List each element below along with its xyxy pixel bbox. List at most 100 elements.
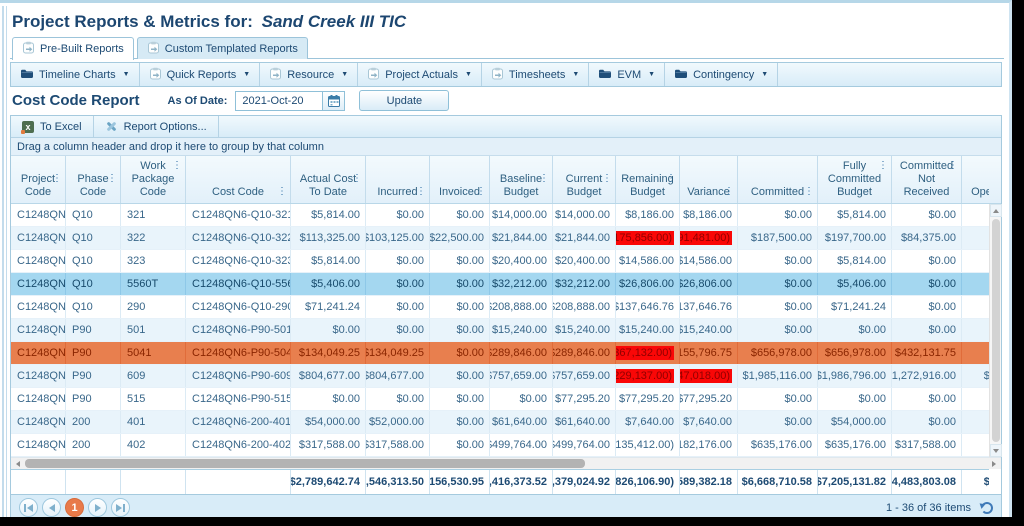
table-cell: P90 — [66, 388, 121, 410]
next-page-button[interactable] — [88, 498, 107, 517]
column-header-variance[interactable]: Variance ⋮ — [680, 156, 738, 203]
group-by-bar[interactable]: Drag a column header and drop it here to… — [11, 138, 1001, 156]
table-row[interactable]: C1248QN6P905041C1248QN6-P90-5041$134,049… — [11, 342, 989, 365]
toolbar-button-resource[interactable]: Resource ▼ — [260, 63, 359, 86]
previous-page-button[interactable] — [42, 498, 61, 517]
column-header-actual-cost-to-date[interactable]: Actual Cost To Date ⋮ — [291, 156, 366, 203]
column-menu-icon[interactable]: ⋮ — [107, 173, 117, 184]
horizontal-scroll-thumb[interactable] — [25, 459, 585, 468]
column-menu-icon[interactable]: ⋮ — [52, 173, 62, 184]
table-cell: C1248QN6-200-402 — [186, 434, 291, 456]
table-row[interactable]: C1248QN6Q10321C1248QN6-Q10-321$5,814.00$… — [11, 204, 989, 227]
column-header-label: Incurred ⋮ — [377, 186, 426, 198]
table-cell: $0.00 — [490, 388, 553, 410]
column-header-fully-committed-budget[interactable]: Fully Committed Budget ⋮ — [818, 156, 892, 203]
toolbar-button-project-actuals[interactable]: Project Actuals ▼ — [358, 63, 482, 86]
table-cell: $197,700.00 — [818, 227, 892, 249]
as-of-date-input[interactable]: 2021-Oct-20 — [235, 90, 324, 111]
table-cell: $15,240.00 — [490, 319, 553, 341]
column-menu-icon[interactable]: ⋮ — [539, 173, 549, 184]
column-menu-icon[interactable]: ⋮ — [476, 186, 486, 197]
column-header-current-budget[interactable]: Current Budget ⋮ — [553, 156, 616, 203]
table-row[interactable]: C1248QN6P90609C1248QN6-P90-609$804,677.0… — [11, 365, 989, 388]
table-row[interactable]: C1248QN6Q10323C1248QN6-Q10-323$5,814.00$… — [11, 250, 989, 273]
column-menu-icon[interactable]: ⋮ — [172, 160, 182, 171]
table-cell: $5,814.00 — [291, 250, 366, 272]
table-cell — [962, 296, 989, 318]
table-cell: $0.00 — [738, 204, 818, 226]
table-cell: $0.00 — [738, 411, 818, 433]
totals-row: $2,789,642.74$2,546,313.50$156,530.95$5,… — [11, 469, 989, 494]
table-cell — [962, 319, 989, 341]
column-header-work-package-code[interactable]: Work Package Code ⋮ — [121, 156, 186, 203]
update-button[interactable]: Update — [359, 90, 450, 111]
chevron-down-icon: ▼ — [648, 71, 656, 78]
totals-cell: $5,416,373.52 — [490, 470, 553, 494]
table-cell: $0.00 — [892, 250, 962, 272]
scroll-down-arrow[interactable] — [989, 444, 1002, 457]
column-menu-icon[interactable]: ⋮ — [416, 186, 426, 197]
vertical-scrollbar[interactable] — [989, 204, 1002, 457]
window-left-frame — [2, 6, 7, 517]
column-header-baseline-budget[interactable]: Baseline Budget ⋮ — [490, 156, 553, 203]
to-excel-label: To Excel — [40, 120, 82, 133]
report-options-button[interactable]: Report Options... — [94, 116, 219, 137]
table-row[interactable]: C1248QN6P90501C1248QN6-P90-501$0.00$0.00… — [11, 319, 989, 342]
vertical-scroll-thumb[interactable] — [991, 219, 1000, 442]
column-menu-icon[interactable]: ⋮ — [352, 173, 362, 184]
column-header-ope[interactable]: Ope — [962, 156, 989, 203]
column-menu-icon[interactable]: ⋮ — [948, 160, 958, 171]
column-header-phase-code[interactable]: Phase Code ⋮ — [66, 156, 121, 203]
last-page-button[interactable] — [111, 498, 130, 517]
table-header-row: Project Code ⋮ Phase Code ⋮ Work Package Code ⋮ Co… — [11, 156, 989, 203]
column-header-label: Phase Code ⋮ — [77, 173, 117, 198]
column-header-invoiced[interactable]: Invoiced ⋮ — [430, 156, 490, 203]
scroll-left-arrow[interactable] — [11, 458, 25, 470]
table-row[interactable]: C1248QN6Q10290C1248QN6-Q10-290$71,241.24… — [11, 296, 989, 319]
tab-custom-templated-reports[interactable]: Custom Templated Reports — [136, 37, 308, 59]
scroll-up-arrow[interactable] — [989, 204, 1002, 217]
toolbar-button-contingency[interactable]: Contingency ▼ — [665, 63, 779, 86]
column-header-incurred[interactable]: Incurred ⋮ — [366, 156, 430, 203]
column-header-remaining-budget[interactable]: Remaining Budget ⋮ — [616, 156, 680, 203]
report-icon — [367, 67, 380, 83]
horizontal-scrollbar[interactable] — [11, 457, 1001, 469]
current-page-button[interactable]: 1 — [65, 498, 84, 517]
table-row[interactable]: C1248QN6200402C1248QN6-200-402$317,588.0… — [11, 434, 989, 457]
pager-bar: 1 1 - 36 of 36 items — [11, 494, 1001, 517]
toolbar-button-quick-reports[interactable]: Quick Reports ▼ — [140, 63, 261, 86]
table-cell: $0.00 — [430, 273, 490, 295]
table-cell: 501 — [121, 319, 186, 341]
table-row[interactable]: C1248QN6200401C1248QN6-200-401$54,000.00… — [11, 411, 989, 434]
table-row[interactable]: C1248QN6Q105560TC1248QN6-Q10-5560T$5,406… — [11, 273, 989, 296]
column-header-cost-code[interactable]: Cost Code ⋮ — [186, 156, 291, 203]
toolbar-button-evm[interactable]: EVM ▼ — [589, 63, 666, 86]
column-header-project-code[interactable]: Project Code ⋮ — [11, 156, 66, 203]
toolbar-button-timesheets[interactable]: Timesheets ▼ — [482, 63, 590, 86]
folder-icon — [598, 68, 612, 82]
column-menu-icon[interactable]: ⋮ — [277, 186, 287, 197]
toolbar-button-timeline-charts[interactable]: Timeline Charts ▼ — [11, 63, 140, 86]
column-header-committed-not-received[interactable]: Committed Not Received ⋮ — [892, 156, 962, 203]
table-row[interactable]: C1248QN6P90515C1248QN6-P90-515$0.00$0.00… — [11, 388, 989, 411]
table-cell: $804,677.00 — [291, 365, 366, 387]
chevron-down-icon: ▼ — [761, 71, 769, 78]
scroll-right-arrow[interactable] — [987, 458, 1001, 470]
column-menu-icon[interactable]: ⋮ — [878, 160, 888, 171]
column-header-label: Current Budget ⋮ — [565, 173, 612, 198]
table-row[interactable]: C1248QN6Q10322C1248QN6-Q10-322$113,325.0… — [11, 227, 989, 250]
calendar-button[interactable] — [323, 90, 346, 111]
column-menu-icon[interactable]: ⋮ — [724, 186, 734, 197]
first-page-button[interactable] — [19, 498, 38, 517]
column-menu-icon[interactable]: ⋮ — [602, 173, 612, 184]
column-header-committed[interactable]: Committed ⋮ — [738, 156, 818, 203]
column-menu-icon[interactable]: ⋮ — [804, 186, 814, 197]
table-cell: $1,272,916.00 — [892, 365, 962, 387]
folder-icon — [674, 68, 688, 82]
tab-pre-built-reports[interactable]: Pre-Built Reports — [12, 37, 134, 60]
column-menu-icon[interactable]: ⋮ — [666, 173, 676, 184]
column-header-label: Baseline Budget ⋮ — [499, 173, 549, 198]
refresh-icon[interactable] — [981, 501, 993, 514]
report-title: Cost Code Report — [12, 92, 140, 109]
to-excel-button[interactable]: x To Excel — [11, 116, 94, 137]
